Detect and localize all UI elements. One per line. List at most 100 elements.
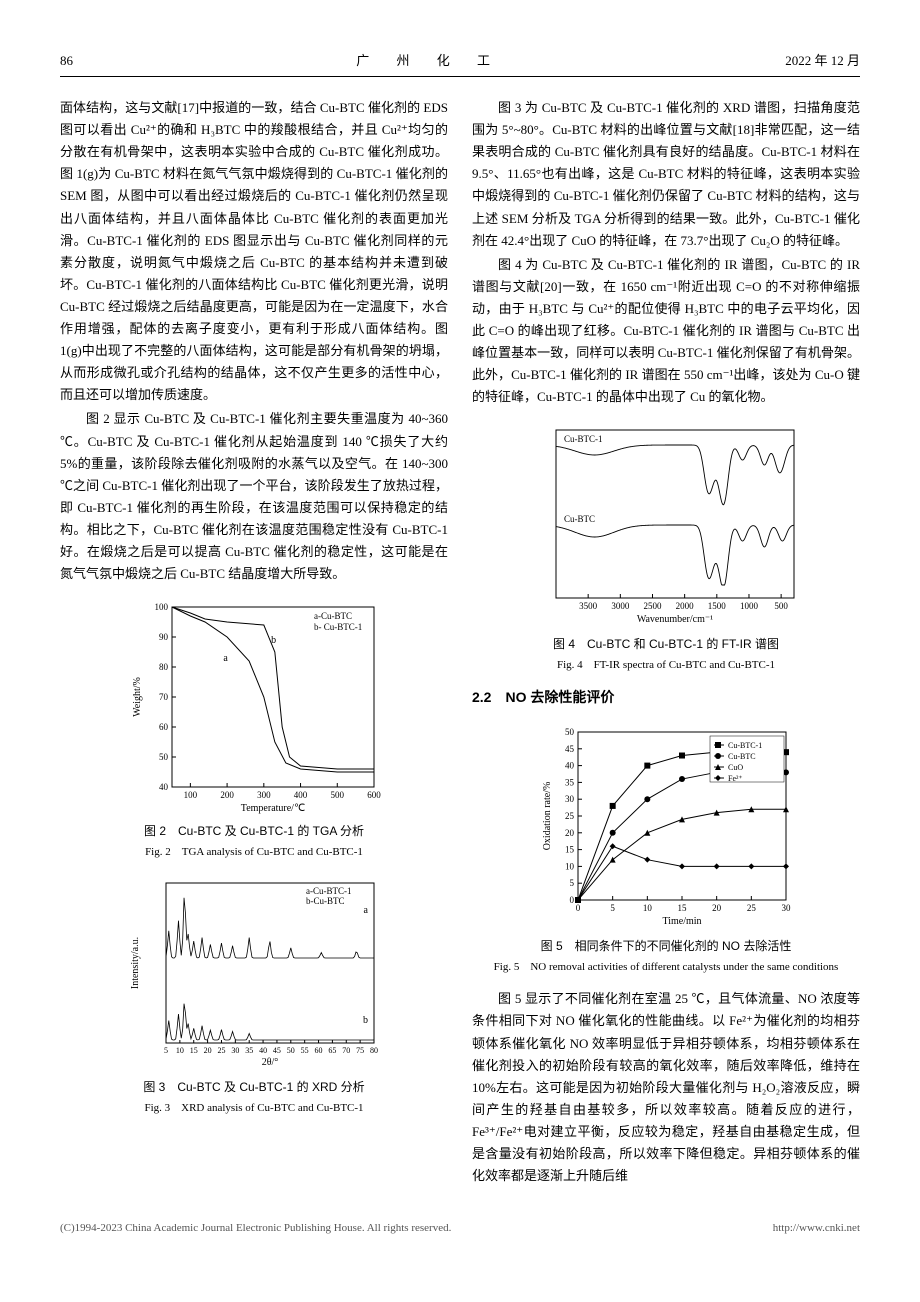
fig3-caption-en: Fig. 3 XRD analysis of Cu-BTC and Cu-BTC… <box>60 1099 448 1118</box>
right-column: 图 3 为 Cu-BTC 及 Cu-BTC-1 催化剂的 XRD 谱图，扫描角度… <box>472 97 860 1189</box>
svg-text:Oxidation rate/%: Oxidation rate/% <box>542 782 553 851</box>
svg-text:1500: 1500 <box>708 601 727 611</box>
journal-name: 广 州 化 工 <box>356 50 502 72</box>
svg-text:300: 300 <box>257 790 271 800</box>
issue-date: 2022 年 12 月 <box>785 50 860 72</box>
fig5-caption-en: Fig. 5 NO removal activities of differen… <box>472 958 860 977</box>
figure-3: 5 10 15 20 25 30 35 40 45 50 55 60 65 70 75 80 a b a-Cu-BT… <box>60 873 448 1117</box>
svg-text:Weight/%: Weight/% <box>132 677 143 717</box>
fig2-caption-en: Fig. 2 TGA analysis of Cu-BTC and Cu-BTC… <box>60 843 448 862</box>
svg-text:Intensity/a.u.: Intensity/a.u. <box>130 937 141 989</box>
svg-text:55: 55 <box>301 1046 309 1055</box>
svg-text:50: 50 <box>565 727 575 737</box>
svg-text:400: 400 <box>294 790 308 800</box>
svg-text:500: 500 <box>774 601 788 611</box>
svg-text:CuO: CuO <box>728 763 743 772</box>
svg-text:2000: 2000 <box>676 601 695 611</box>
svg-text:90: 90 <box>159 632 169 642</box>
svg-text:25: 25 <box>217 1046 225 1055</box>
svg-text:0: 0 <box>576 903 581 913</box>
figure-2: 100200300400500600405060708090100abTempe… <box>60 597 448 861</box>
svg-text:600: 600 <box>367 790 381 800</box>
section-2-2: 2.2 NO 去除性能评价 <box>472 686 860 710</box>
svg-text:65: 65 <box>328 1046 336 1055</box>
para-l2: 图 2 显示 Cu-BTC 及 Cu-BTC-1 催化剂主要失重温度为 40~3… <box>60 408 448 585</box>
svg-text:25: 25 <box>565 811 575 821</box>
svg-text:b- Cu-BTC-1: b- Cu-BTC-1 <box>314 622 362 632</box>
page-header: 86 广 州 化 工 2022 年 12 月 <box>60 50 860 77</box>
para-l1: 面体结构，这与文献[17]中报道的一致，结合 Cu-BTC 催化剂的 EDS 图… <box>60 97 448 406</box>
svg-text:45: 45 <box>273 1046 281 1055</box>
svg-text:5: 5 <box>570 878 575 888</box>
svg-text:30: 30 <box>782 903 792 913</box>
svg-text:40: 40 <box>259 1046 267 1055</box>
svg-text:100: 100 <box>155 602 169 612</box>
svg-text:80: 80 <box>370 1046 378 1055</box>
svg-text:20: 20 <box>565 828 575 838</box>
svg-text:Cu-BTC: Cu-BTC <box>564 514 595 524</box>
svg-text:30: 30 <box>231 1046 239 1055</box>
svg-text:35: 35 <box>565 778 575 788</box>
svg-text:a: a <box>364 905 369 916</box>
svg-text:200: 200 <box>220 790 234 800</box>
svg-text:80: 80 <box>159 662 169 672</box>
svg-text:500: 500 <box>331 790 345 800</box>
fig3-chart: 5 10 15 20 25 30 35 40 45 50 55 60 65 70 75 80 a b a-Cu-BT… <box>124 873 384 1073</box>
svg-text:Cu-BTC-1: Cu-BTC-1 <box>564 434 603 444</box>
svg-text:Fe²⁺: Fe²⁺ <box>728 774 743 783</box>
svg-text:40: 40 <box>565 761 575 771</box>
svg-text:15: 15 <box>190 1046 198 1055</box>
para-r3: 图 5 显示了不同催化剂在室温 25 ℃，且气体流量、NO 浓度等条件相同下对 … <box>472 988 860 1187</box>
svg-text:75: 75 <box>356 1046 364 1055</box>
two-column-layout: 面体结构，这与文献[17]中报道的一致，结合 Cu-BTC 催化剂的 EDS 图… <box>60 97 860 1189</box>
svg-text:45: 45 <box>565 744 575 754</box>
svg-text:5: 5 <box>164 1046 168 1055</box>
svg-text:b: b <box>363 1015 368 1026</box>
para-r2: 图 4 为 Cu-BTC 及 Cu-BTC-1 催化剂的 IR 谱图，Cu-BT… <box>472 254 860 409</box>
svg-text:60: 60 <box>159 722 169 732</box>
svg-text:50: 50 <box>287 1046 295 1055</box>
svg-text:a-Cu-BTC: a-Cu-BTC <box>314 611 352 621</box>
svg-text:a-Cu-BTC-1: a-Cu-BTC-1 <box>306 886 352 896</box>
fig2-caption-cn: 图 2 Cu-BTC 及 Cu-BTC-1 的 TGA 分析 <box>60 821 448 841</box>
svg-text:Wavenumber/cm⁻¹: Wavenumber/cm⁻¹ <box>637 614 713 625</box>
svg-text:1000: 1000 <box>740 601 759 611</box>
copyright: (C)1994-2023 China Academic Journal Elec… <box>60 1219 451 1238</box>
svg-text:Time/min: Time/min <box>662 916 701 927</box>
fig4-caption-cn: 图 4 Cu-BTC 和 Cu-BTC-1 的 FT-IR 谱图 <box>472 634 860 654</box>
svg-text:60: 60 <box>315 1046 323 1055</box>
svg-text:15: 15 <box>565 845 575 855</box>
footer-url: http://www.cnki.net <box>773 1219 860 1238</box>
figure-5: 05101520253005101520253035404550Cu-BTC-1… <box>472 722 860 976</box>
svg-text:70: 70 <box>342 1046 350 1055</box>
svg-text:b-Cu-BTC: b-Cu-BTC <box>306 896 345 906</box>
fig5-chart: 05101520253005101520253035404550Cu-BTC-1… <box>536 722 796 932</box>
svg-text:a: a <box>223 653 228 664</box>
svg-text:20: 20 <box>712 903 722 913</box>
svg-text:0: 0 <box>570 895 575 905</box>
svg-text:Cu-BTC: Cu-BTC <box>728 752 756 761</box>
svg-text:5: 5 <box>610 903 615 913</box>
svg-text:30: 30 <box>565 794 575 804</box>
figure-4: 3500 3000 2500 2000 1500 1000 500 Cu-BTC-1 Cu-BT… <box>472 420 860 674</box>
svg-text:Cu-BTC-1: Cu-BTC-1 <box>728 741 762 750</box>
fig3-caption-cn: 图 3 Cu-BTC 及 Cu-BTC-1 的 XRD 分析 <box>60 1077 448 1097</box>
svg-text:40: 40 <box>159 782 169 792</box>
para-r1: 图 3 为 Cu-BTC 及 Cu-BTC-1 催化剂的 XRD 谱图，扫描角度… <box>472 97 860 252</box>
svg-text:b: b <box>271 635 276 646</box>
page-number: 86 <box>60 50 73 72</box>
svg-text:10: 10 <box>176 1046 184 1055</box>
fig5-caption-cn: 图 5 相同条件下的不同催化剂的 NO 去除活性 <box>472 936 860 956</box>
svg-text:70: 70 <box>159 692 169 702</box>
svg-text:2500: 2500 <box>643 601 662 611</box>
svg-text:20: 20 <box>204 1046 212 1055</box>
svg-text:35: 35 <box>245 1046 253 1055</box>
svg-text:3000: 3000 <box>611 601 630 611</box>
svg-text:100: 100 <box>184 790 198 800</box>
fig4-chart: 3500 3000 2500 2000 1500 1000 500 Cu-BTC-1 Cu-BT… <box>526 420 806 630</box>
svg-text:10: 10 <box>643 903 653 913</box>
fig4-caption-en: Fig. 4 FT-IR spectra of Cu-BTC and Cu-BT… <box>472 656 860 675</box>
fig2-chart: 100200300400500600405060708090100abTempe… <box>124 597 384 817</box>
svg-text:25: 25 <box>747 903 757 913</box>
svg-text:3500: 3500 <box>579 601 598 611</box>
